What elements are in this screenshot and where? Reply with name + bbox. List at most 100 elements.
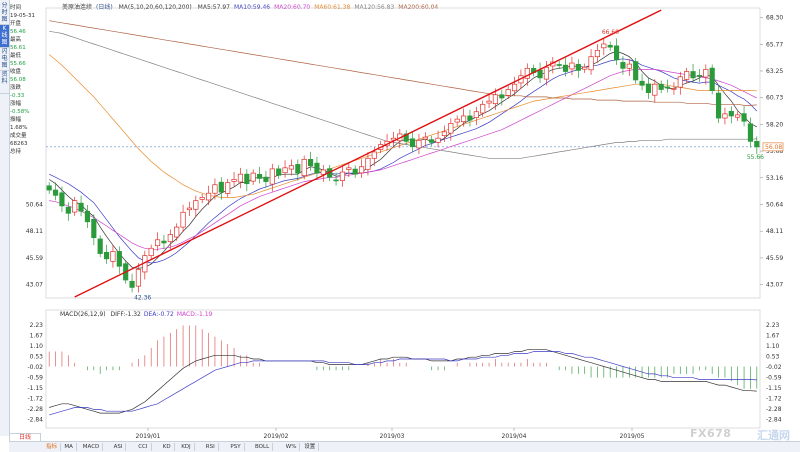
- macd-tick-label: -0.02: [766, 364, 782, 371]
- candle-body: [314, 162, 320, 174]
- candle-body: [690, 71, 696, 79]
- macd-legend-item: MACD:-1.19: [176, 311, 213, 318]
- candle-body: [601, 43, 607, 49]
- price-tick-label: 45.59: [766, 255, 783, 262]
- candle-body: [747, 123, 754, 142]
- macd-legend: MACD(26,12,9) DIFF:-1.32 DEA:-0.72 MACD:-1…: [60, 311, 218, 318]
- candle-body: [633, 61, 639, 81]
- sidebar-tab-kline[interactable]: K线图: [0, 25, 9, 48]
- candle-body: [390, 137, 397, 141]
- candle-body: [205, 192, 212, 201]
- info-value: 19-05-31: [10, 13, 35, 19]
- price-tick-label: 53.16: [766, 175, 783, 182]
- toolbar-button-4[interactable]: CCI: [135, 443, 152, 451]
- candle-body: [282, 167, 288, 174]
- ma-header: MA(5,10,20,60,120,200): [118, 4, 192, 11]
- info-label: 最高: [10, 37, 22, 43]
- info-label: 涨跌: [10, 85, 22, 91]
- candle-body: [103, 251, 110, 260]
- candle-body: [448, 123, 454, 134]
- candle-body: [263, 176, 269, 182]
- candle-body: [480, 103, 486, 114]
- candle-body: [59, 192, 65, 207]
- macd-tick-label: 1.10: [766, 343, 780, 350]
- price-frame: [45, 7, 761, 299]
- toolbar-button-2[interactable]: MACD: [80, 443, 104, 451]
- candle-body: [333, 179, 339, 182]
- ma-legend-item: MA120:56.83: [354, 4, 395, 11]
- price-tick-label-left: 45.59: [26, 255, 43, 262]
- candle-body: [295, 164, 301, 174]
- toolbar-button-0[interactable]: 指标: [43, 443, 62, 451]
- toolbar-button-1[interactable]: MA: [61, 443, 77, 451]
- candle-body: [269, 168, 275, 185]
- macd-tick-label: -2.28: [766, 406, 782, 413]
- candle-body: [741, 113, 747, 122]
- candle-body: [460, 115, 467, 123]
- toolbar-button-6[interactable]: KDJ: [178, 443, 195, 451]
- macd-header: MACD(26,12,9): [60, 311, 106, 318]
- indicator-toolbar: 指标 MA MACD ASI CCI KD KDJ RSI PSY BOLL W% 设置: [9, 441, 800, 452]
- sidebar-tab-flash[interactable]: 闪电图: [0, 48, 9, 71]
- instrument-name: 美原油连续: [62, 4, 93, 11]
- candle-body: [276, 168, 282, 176]
- toolbar-button-5[interactable]: KD: [160, 443, 175, 451]
- candle-body: [677, 76, 683, 88]
- candle-body: [582, 66, 588, 70]
- ma-legend-item: MA5:57.97: [197, 4, 230, 11]
- info-label: 最低: [10, 53, 22, 59]
- ma-line-ma60: [48, 54, 757, 198]
- watermark-logo: FX678: [690, 427, 732, 440]
- toolbar-button-8[interactable]: PSY: [227, 443, 245, 451]
- price-tick-label: 48.11: [766, 228, 783, 235]
- price-tick-label-left: 50.64: [26, 201, 43, 208]
- candle-body: [237, 173, 244, 183]
- low-annotation: 42.36: [134, 294, 151, 301]
- candle-body: [409, 138, 416, 147]
- candle-body: [422, 136, 428, 140]
- toolbar-button-10[interactable]: W%: [283, 443, 301, 451]
- macd-tick-label: 0.53: [766, 354, 780, 361]
- candle-body: [116, 251, 122, 267]
- info-label: 收盘: [10, 69, 22, 75]
- macd-tick-label-left: -0.02: [27, 364, 43, 371]
- candle-body: [652, 83, 658, 96]
- candle-body: [212, 184, 218, 194]
- toolbar-button-11[interactable]: 设置: [301, 443, 320, 451]
- ma-line-ma20: [49, 69, 757, 250]
- toolbar-button-3[interactable]: ASI: [111, 443, 127, 451]
- toolbar-button-9[interactable]: BOLL: [252, 443, 274, 451]
- sidebar-tab-timeshare[interactable]: 分时图: [0, 2, 9, 25]
- candle-body: [110, 251, 116, 262]
- candle-body: [52, 189, 59, 196]
- info-value: 56.08: [10, 77, 26, 83]
- candle-body: [658, 83, 664, 90]
- candle-body: [441, 131, 448, 136]
- candle-body: [161, 240, 167, 244]
- candle-body: [339, 171, 346, 181]
- price-tick-label-left: 48.11: [26, 228, 43, 235]
- candle-body: [511, 83, 518, 92]
- candle-body: [696, 74, 703, 77]
- candle-body: [199, 197, 205, 200]
- candle-body: [193, 200, 199, 210]
- high-annotation: 66.60: [602, 29, 619, 36]
- macd-tick-label: -0.59: [766, 374, 782, 381]
- candle-body: [346, 167, 352, 170]
- sidebar-tab-profile[interactable]: 资料: [0, 71, 9, 94]
- macd-tick-label-left: -1.15: [27, 385, 43, 392]
- candle-body: [492, 94, 499, 105]
- candle-body: [505, 89, 511, 96]
- candle-body: [594, 49, 601, 58]
- toolbar-button-7[interactable]: RSI: [203, 443, 219, 451]
- candle-body: [671, 88, 677, 90]
- info-label: 总持: [10, 149, 22, 155]
- candle-body: [429, 139, 435, 143]
- candle-body: [301, 159, 307, 176]
- watermark-logo-cn: 汇通网: [757, 429, 790, 442]
- ma-legend-item: MA20:60.70: [274, 4, 311, 11]
- candle-body: [703, 69, 709, 78]
- info-value: 68263: [10, 141, 28, 147]
- candle-body: [174, 226, 180, 238]
